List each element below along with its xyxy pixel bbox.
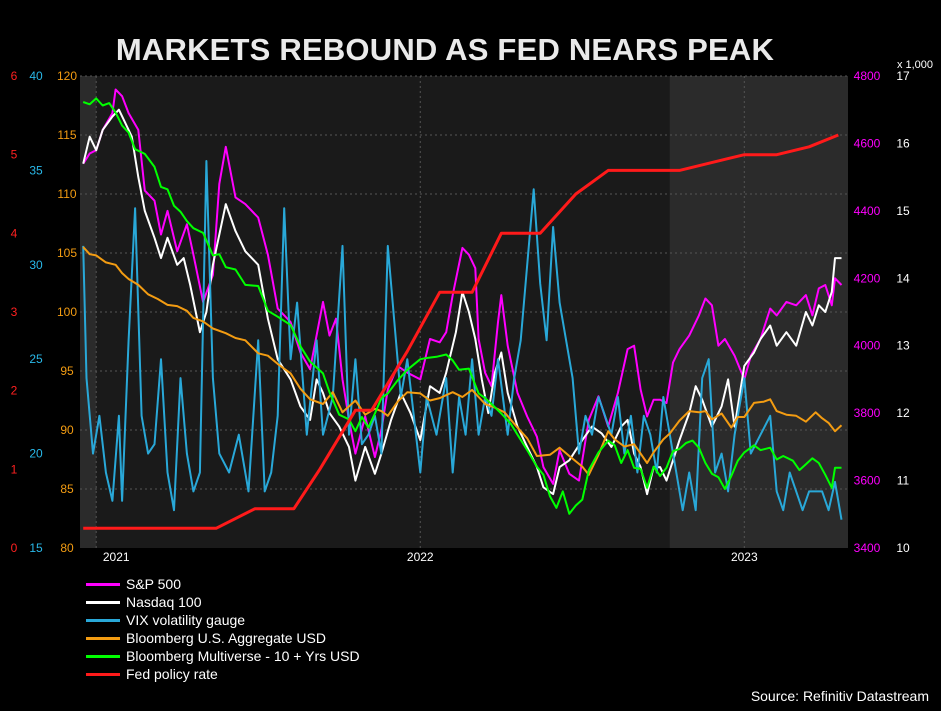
legend-swatch (86, 618, 120, 622)
shaded-region (80, 76, 97, 548)
vix-tick-label: 25 (29, 352, 43, 366)
sp500-tick-label: 4200 (854, 271, 881, 285)
legend-swatch (86, 636, 120, 640)
agg-tick-label: 80 (60, 541, 74, 555)
series-line-s-p-500 (82, 88, 843, 485)
legend-item-sp500: S&P 500 (86, 575, 360, 593)
sp500-tick-label: 4000 (854, 339, 881, 353)
series-line-bloomberg-multiverse-10-yrs-usd (82, 97, 842, 515)
legend: S&P 500 Nasdaq 100 VIX volatility gauge … (86, 575, 360, 683)
nasdaq-tick-label: 10 (896, 541, 910, 555)
legend-item-fed: Fed policy rate (86, 665, 360, 683)
vix-tick-label: 15 (29, 541, 43, 555)
nasdaq-tick-label: 17 (896, 69, 910, 83)
legend-item-multiverse: Bloomberg Multiverse - 10 + Yrs USD (86, 647, 360, 665)
nasdaq-unit-label: x 1,000 (897, 59, 933, 71)
nasdaq-tick-label: 15 (896, 204, 910, 218)
agg-tick-label: 100 (57, 305, 77, 319)
legend-swatch (86, 582, 120, 586)
legend-item-nasdaq: Nasdaq 100 (86, 593, 360, 611)
legend-swatch (86, 600, 120, 604)
legend-label: Bloomberg Multiverse - 10 + Yrs USD (126, 648, 360, 664)
fed-tick-label: 3 (11, 305, 18, 319)
fed-tick-label: 1 (11, 462, 18, 476)
sp500-tick-label: 4600 (854, 136, 881, 150)
sp500-tick-label: 3600 (854, 474, 881, 488)
vix-tick-label: 40 (29, 69, 43, 83)
chart-title: MARKETS REBOUND AS FED NEARS PEAK (115, 32, 775, 67)
gridlines (80, 75, 848, 548)
series-lines (82, 88, 843, 530)
agg-tick-label: 90 (60, 423, 74, 437)
sp500-tick-label: 3400 (854, 541, 881, 555)
series-line-bloomberg-u-s-aggregate-usd (82, 246, 843, 476)
x-tick-label: 2021 (103, 550, 130, 564)
legend-item-vix: VIX volatility gauge (86, 611, 360, 629)
legend-swatch (86, 672, 120, 676)
sp500-tick-label: 4400 (854, 204, 881, 218)
fed-tick-label: 6 (11, 69, 18, 83)
x-tick-label: 2022 (407, 550, 434, 564)
axis-labels: 0123456152025303540808590951001051101151… (11, 59, 933, 564)
legend-label: Bloomberg U.S. Aggregate USD (126, 630, 326, 646)
fed-tick-label: 0 (11, 541, 18, 555)
nasdaq-tick-label: 14 (896, 271, 910, 285)
legend-label: Nasdaq 100 (126, 594, 202, 610)
nasdaq-tick-label: 13 (896, 339, 910, 353)
vix-tick-label: 20 (29, 447, 43, 461)
vix-tick-label: 35 (29, 163, 43, 177)
fed-tick-label: 5 (11, 148, 18, 162)
agg-tick-label: 95 (60, 364, 74, 378)
fed-tick-label: 4 (11, 226, 18, 240)
legend-label: S&P 500 (126, 576, 182, 592)
legend-label: Fed policy rate (126, 666, 218, 682)
nasdaq-tick-label: 11 (897, 474, 910, 488)
nasdaq-tick-label: 12 (896, 406, 910, 420)
series-line-nasdaq-100 (82, 108, 842, 496)
sp500-tick-label: 3800 (854, 406, 881, 420)
series-line-fed-policy-rate (83, 133, 839, 530)
legend-item-agg: Bloomberg U.S. Aggregate USD (86, 629, 360, 647)
agg-tick-label: 115 (57, 128, 76, 142)
legend-label: VIX volatility gauge (126, 612, 246, 628)
legend-swatch (86, 654, 120, 658)
x-tick-label: 2023 (731, 550, 758, 564)
sp500-tick-label: 4800 (854, 69, 881, 83)
vix-tick-label: 30 (29, 258, 43, 272)
series-line-vix-volatility-gauge (82, 160, 843, 520)
source-note: Source: Refinitiv Datastream (750, 688, 929, 704)
agg-tick-label: 120 (57, 69, 77, 83)
agg-tick-label: 85 (60, 482, 74, 496)
nasdaq-tick-label: 16 (896, 136, 910, 150)
fed-tick-label: 2 (11, 384, 18, 398)
agg-tick-label: 105 (57, 246, 77, 260)
agg-tick-label: 110 (57, 187, 76, 201)
